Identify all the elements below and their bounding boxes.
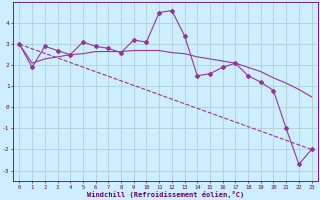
- X-axis label: Windchill (Refroidissement éolien,°C): Windchill (Refroidissement éolien,°C): [87, 191, 244, 198]
